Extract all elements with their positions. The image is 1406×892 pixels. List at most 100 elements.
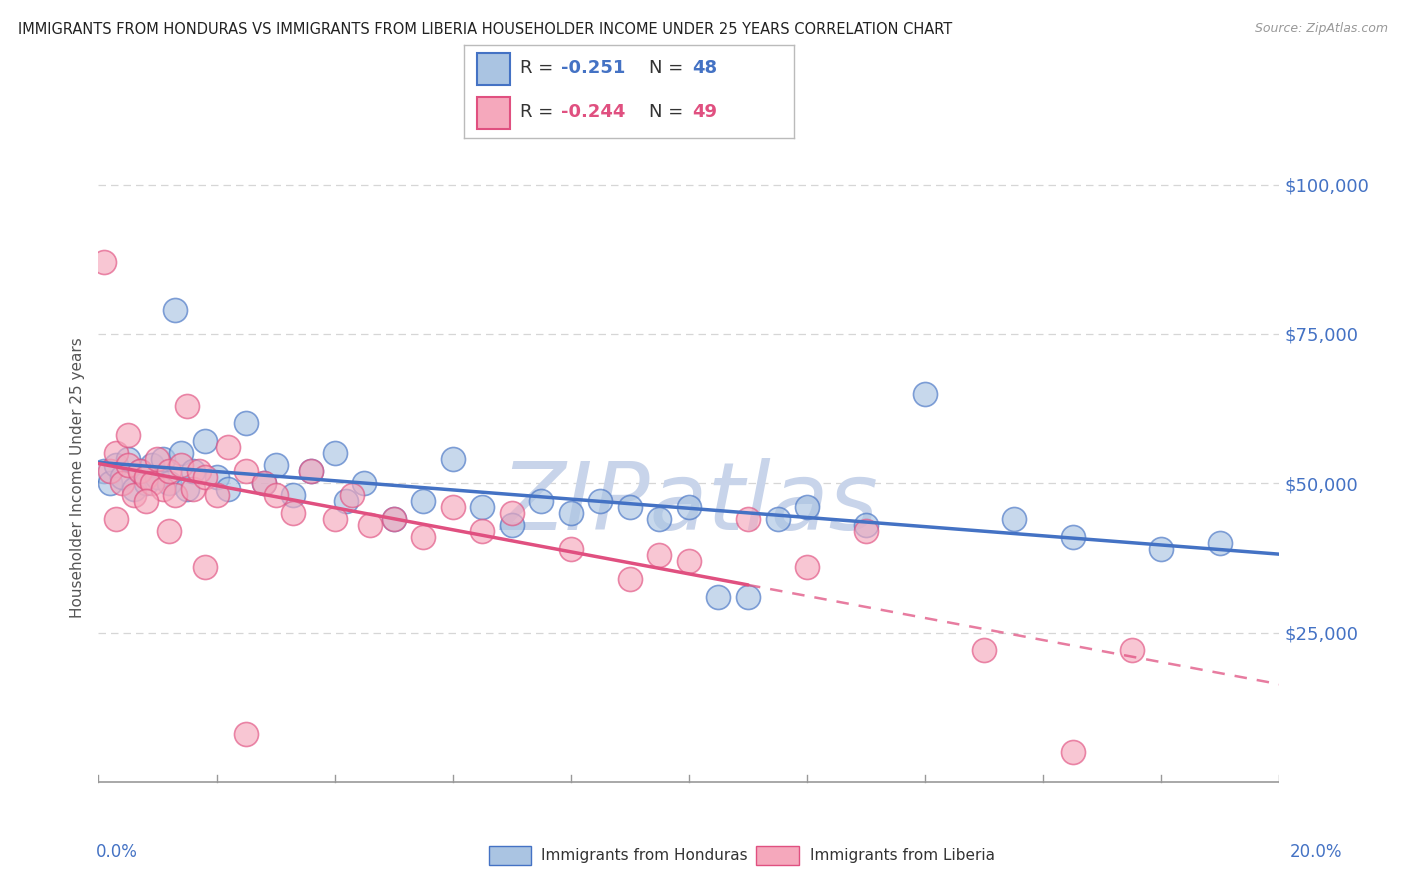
Point [1121,643,1143,657]
Text: ZIPatlas: ZIPatlas [501,458,877,549]
Point [122,488,145,502]
Text: 0.0%: 0.0% [96,843,138,861]
Point [973,643,995,657]
Text: N =: N = [650,103,689,121]
Point [111,470,134,484]
Point [283,506,305,520]
Point [117,458,139,473]
Point [93,255,115,269]
Point [135,470,157,484]
Point [235,727,257,741]
Point [105,458,128,473]
Point [264,488,287,502]
Point [855,524,877,538]
Point [737,590,759,604]
Point [441,500,464,514]
Point [105,446,128,460]
Point [194,434,217,449]
Point [93,464,115,478]
Point [157,464,180,478]
Point [299,464,322,478]
Point [117,452,139,467]
Point [170,446,193,460]
Y-axis label: Householder Income Under 25 years: Householder Income Under 25 years [69,337,84,617]
Text: Immigrants from Honduras: Immigrants from Honduras [541,848,748,863]
Point [678,554,700,568]
Point [105,512,128,526]
Point [441,452,464,467]
Point [111,476,134,491]
Point [1150,541,1173,556]
Point [176,399,198,413]
Point [181,464,204,478]
Point [796,500,818,514]
Point [501,518,523,533]
Point [335,494,357,508]
Point [707,590,730,604]
Point [181,482,204,496]
Point [382,512,405,526]
Point [141,476,163,491]
Point [1209,536,1232,550]
Point [412,494,434,508]
Point [796,559,818,574]
Point [235,464,257,478]
Point [412,530,434,544]
Point [560,506,582,520]
Text: Source: ZipAtlas.com: Source: ZipAtlas.com [1254,22,1388,36]
Text: Immigrants from Liberia: Immigrants from Liberia [810,848,995,863]
Point [146,452,169,467]
Point [619,500,641,514]
Point [589,494,612,508]
Point [619,572,641,586]
Point [194,470,217,484]
Point [342,488,364,502]
Point [678,500,700,514]
Point [157,524,180,538]
Point [141,458,163,473]
Point [560,541,582,556]
Point [122,482,145,496]
Point [353,476,375,491]
Point [98,464,121,478]
Point [914,386,936,401]
Point [382,512,405,526]
Point [170,458,193,473]
Point [205,488,228,502]
Point [1062,530,1084,544]
Point [135,494,157,508]
Point [217,441,239,455]
Point [235,417,257,431]
Point [471,524,494,538]
Point [187,464,209,478]
Point [117,428,139,442]
Point [128,464,150,478]
Point [283,488,305,502]
Point [152,482,174,496]
Point [264,458,287,473]
Bar [477,97,510,129]
Point [766,512,789,526]
Point [128,464,150,478]
Text: 48: 48 [692,60,717,78]
Point [855,518,877,533]
Point [1002,512,1025,526]
Point [157,476,180,491]
Text: R =: R = [520,60,560,78]
Point [205,470,228,484]
Point [152,452,174,467]
Point [648,512,671,526]
Point [648,548,671,562]
Text: 49: 49 [692,103,717,121]
Point [530,494,553,508]
Point [176,482,198,496]
Bar [477,53,510,85]
Text: -0.251: -0.251 [561,60,626,78]
Point [737,512,759,526]
Point [471,500,494,514]
Point [299,464,322,478]
Point [1062,745,1084,759]
Point [135,476,157,491]
Point [165,488,187,502]
Point [217,482,239,496]
